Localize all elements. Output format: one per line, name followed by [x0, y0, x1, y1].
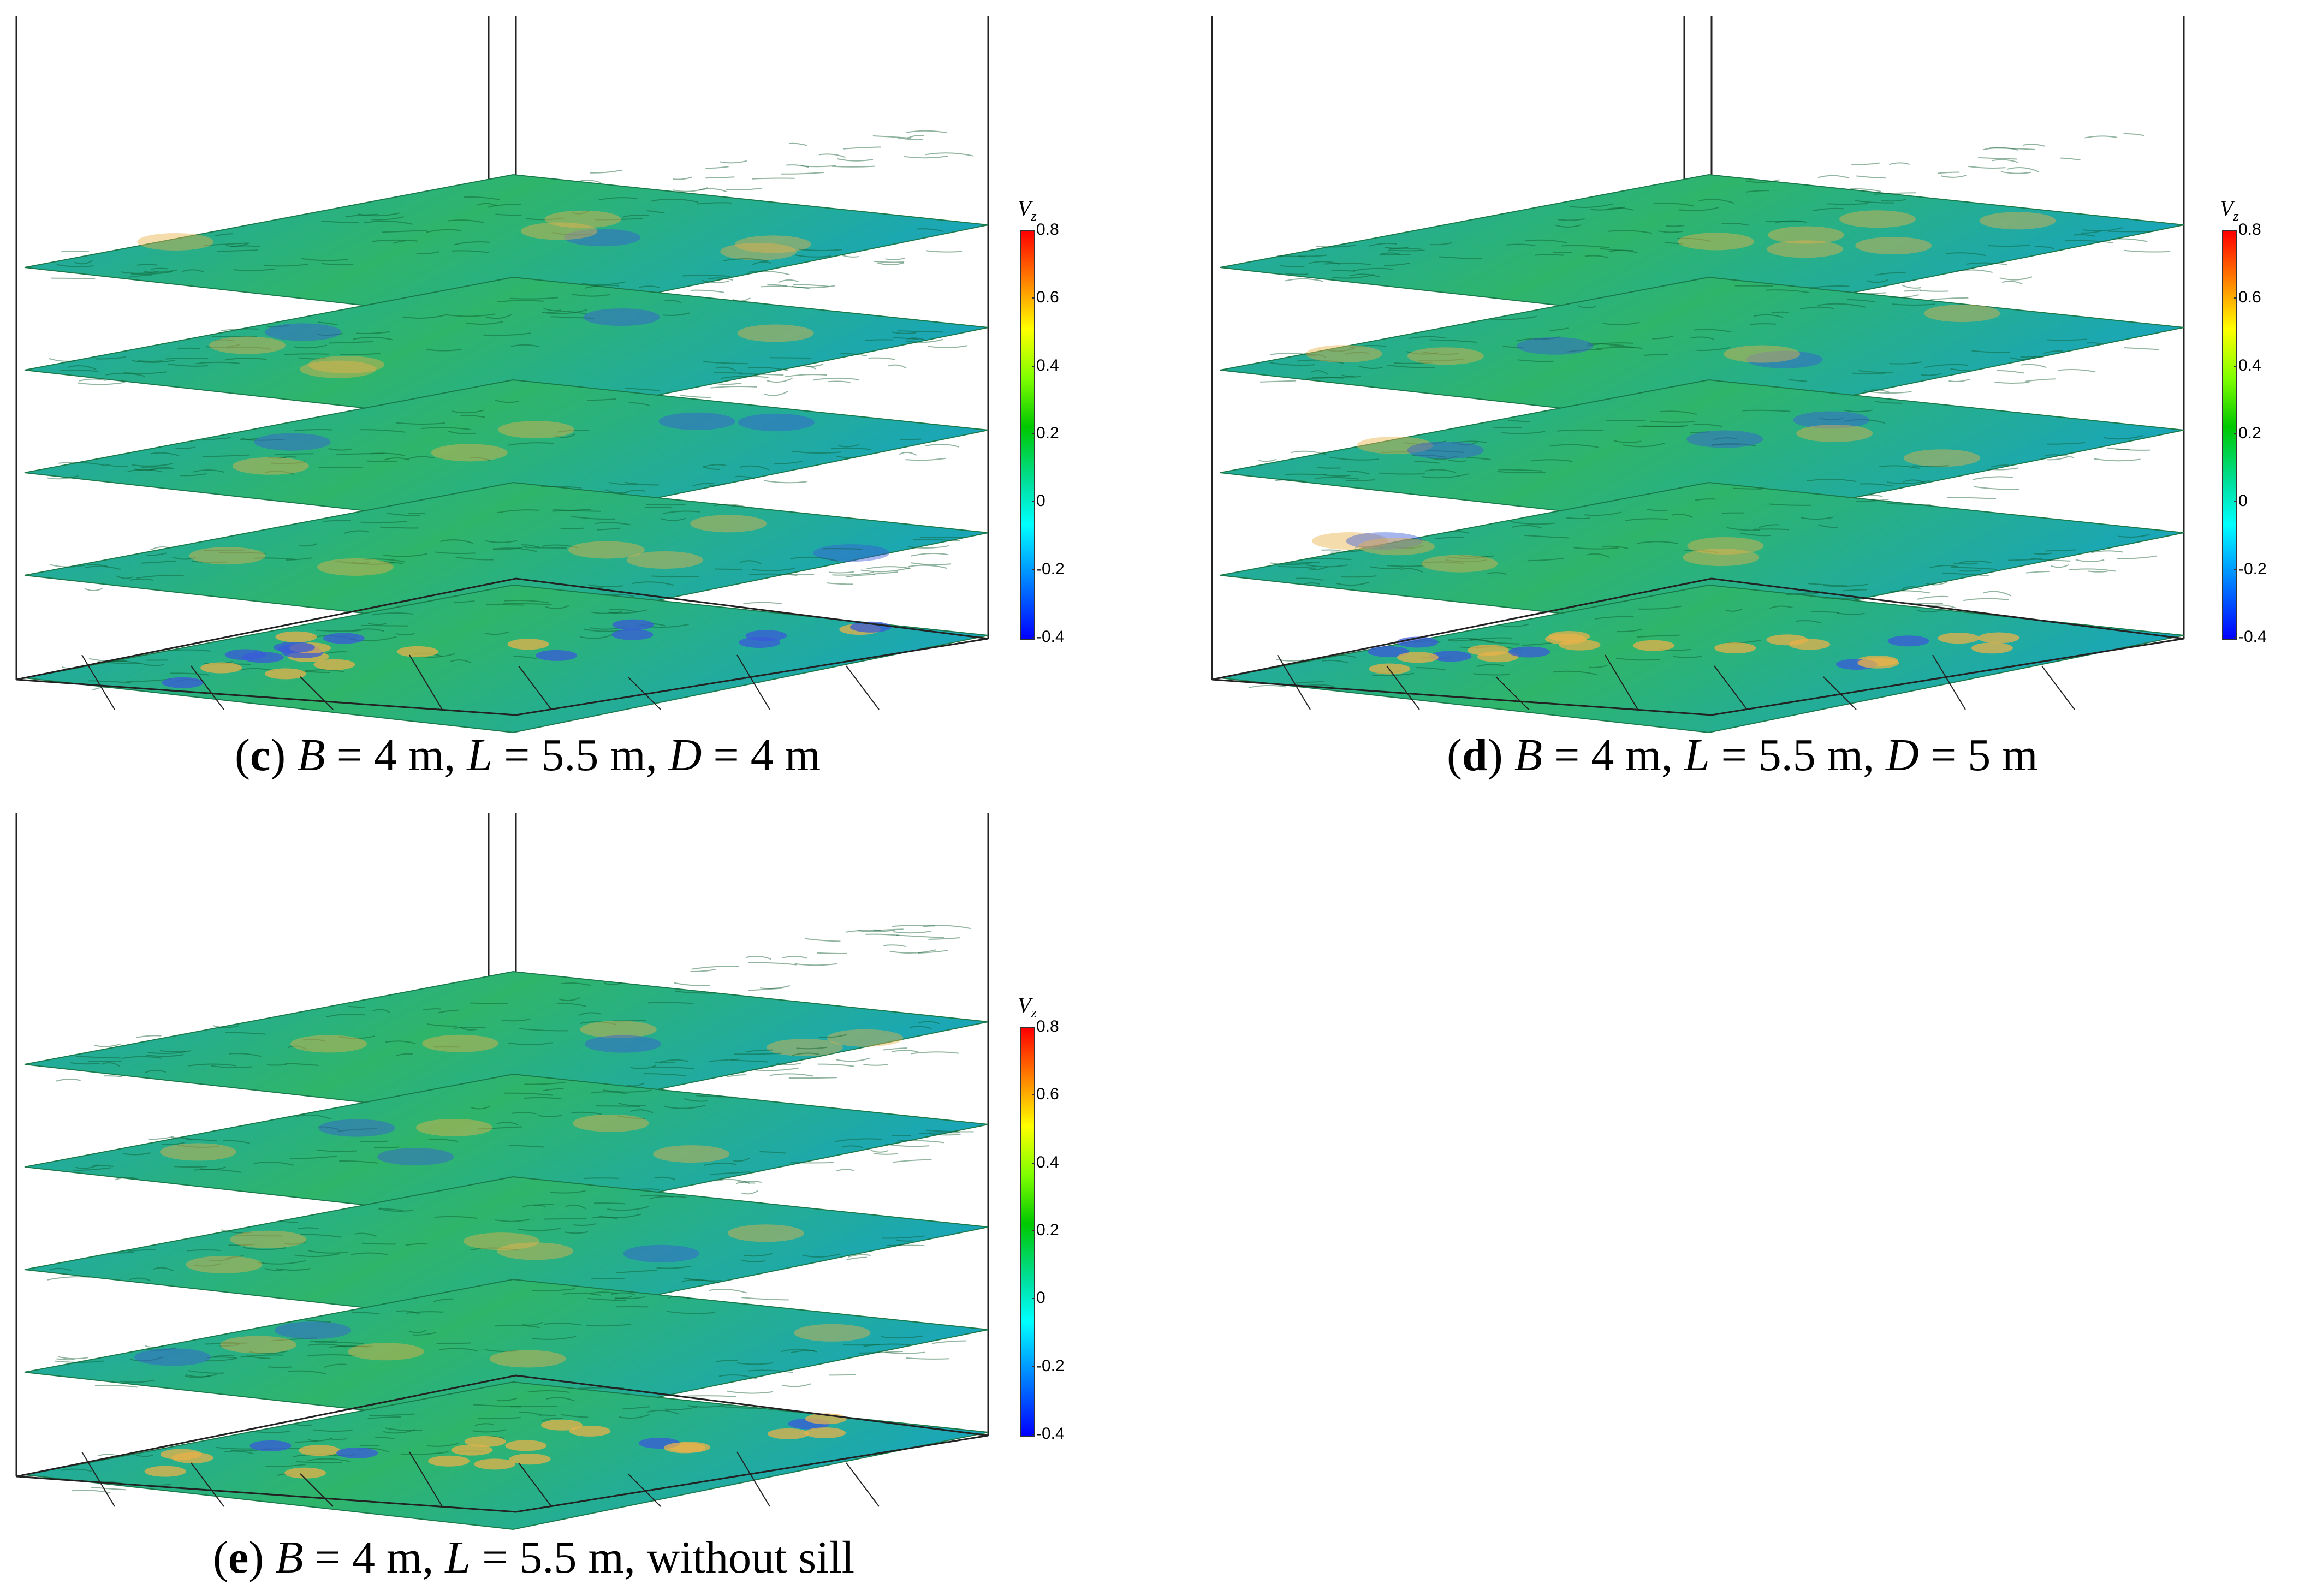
figure-panel-c: Vz 0.8 0.6 0.4 0.2 0 -0.2 -0.4 (c) B = 4 m, L … — [0, 0, 1157, 786]
colorbar-tick-label: 0.8 — [2234, 221, 2261, 239]
colorbar-gradient — [1020, 230, 1035, 640]
caption-part: = 4 m, — [1542, 730, 1684, 781]
caption-part: = 5 m — [1918, 730, 2038, 781]
colorbar-d: Vz 0.8 0.6 0.4 0.2 0 -0.2 -0.4 — [2220, 196, 2299, 655]
slice-plane — [24, 1129, 989, 1325]
slice-plane — [24, 130, 989, 323]
slice-plane — [24, 1335, 989, 1531]
colorbar-tick-label: -0.2 — [2234, 559, 2267, 578]
caption-part: B — [1514, 730, 1542, 781]
caption-part: B — [297, 730, 325, 781]
colorbar-title: Vz — [1018, 196, 1037, 224]
colorbar-tick-label: 0.2 — [2234, 424, 2261, 442]
colorbar-gradient — [2222, 230, 2237, 640]
figure-panel-e: Vz 0.8 0.6 0.4 0.2 0 -0.2 -0.4 (e) B = 4 m, L … — [0, 797, 1157, 1583]
colorbar-c: Vz 0.8 0.6 0.4 0.2 0 -0.2 -0.4 — [1018, 196, 1184, 655]
colorbar-tick-label: 0.4 — [1032, 356, 1059, 374]
colorbar-tick-label: -0.4 — [1032, 628, 1065, 646]
colorbar-title: Vz — [2220, 196, 2239, 224]
slice-plot-d — [1211, 16, 2185, 734]
caption-part: D — [1886, 730, 1919, 781]
caption-part: = 5.5 m, — [1709, 730, 1886, 781]
caption-part: D — [668, 730, 702, 781]
slice-plane — [24, 1021, 989, 1223]
caption-e: (e) B = 4 m, L = 5.5 m, without sill — [213, 1532, 855, 1583]
slice-plane — [24, 537, 989, 734]
slice-plane — [24, 330, 989, 528]
slice-plot-e — [15, 813, 989, 1531]
colorbar-tick-label: 0 — [1032, 492, 1045, 510]
caption-part: L — [1684, 730, 1710, 781]
colorbar-title: Vz — [1018, 993, 1037, 1021]
colorbar-tick-label: 0 — [2234, 492, 2248, 510]
colorbar-tick-label: 0.8 — [1032, 1017, 1059, 1035]
caption-part: = 5.5 m, — [492, 730, 669, 781]
slice-plane — [24, 228, 989, 426]
colorbar-tick-label: 0.6 — [1032, 288, 1059, 307]
caption-part: = 4 m — [702, 730, 821, 781]
slice-plane — [1220, 133, 2184, 323]
colorbar-tick-label: -0.2 — [1032, 559, 1065, 578]
colorbar-tick-label: 0.2 — [1032, 1221, 1059, 1239]
colorbar-tick-label: -0.4 — [2234, 628, 2267, 646]
slice-plane — [24, 438, 989, 631]
colorbar-tick-label: 0.6 — [2234, 288, 2261, 307]
figure-panel-d: Vz 0.8 0.6 0.4 0.2 0 -0.2 -0.4 (d) B = 4 m, L … — [1196, 0, 2299, 786]
slice-plane — [1220, 534, 2184, 734]
slice-plot-c — [15, 16, 989, 734]
caption-d: (d) B = 4 m, L = 5.5 m, D = 5 m — [1447, 730, 2038, 781]
slice-plane — [24, 925, 989, 1120]
colorbar-tick-label: 0.4 — [2234, 356, 2261, 374]
caption-part: = 4 m, — [325, 730, 467, 781]
caption-part: = 4 m, — [303, 1532, 445, 1583]
slice-plane — [24, 1235, 989, 1428]
colorbar-tick-label: 0.4 — [1032, 1153, 1059, 1171]
colorbar-tick-label: -0.2 — [1032, 1356, 1065, 1375]
caption-part: L — [445, 1532, 471, 1583]
slice-plane — [1220, 434, 2184, 631]
colorbar-tick-label: 0.2 — [1032, 424, 1059, 442]
colorbar-tick-label: 0.8 — [1032, 221, 1059, 239]
colorbar-tick-label: 0 — [1032, 1289, 1045, 1307]
colorbar-tick-label: 0.6 — [1032, 1085, 1059, 1104]
caption-c: (c) B = 4 m, L = 5.5 m, D = 4 m — [235, 730, 821, 781]
colorbar-tick-label: -0.4 — [1032, 1425, 1065, 1443]
slice-plane — [1220, 227, 2184, 426]
caption-part: L — [467, 730, 493, 781]
colorbar-gradient — [1020, 1027, 1035, 1437]
caption-part: B — [275, 1532, 304, 1583]
slice-plane — [1220, 338, 2184, 528]
colorbar-e: Vz 0.8 0.6 0.4 0.2 0 -0.2 -0.4 — [1018, 993, 1184, 1452]
caption-part: = 5.5 m, without sill — [471, 1532, 855, 1583]
